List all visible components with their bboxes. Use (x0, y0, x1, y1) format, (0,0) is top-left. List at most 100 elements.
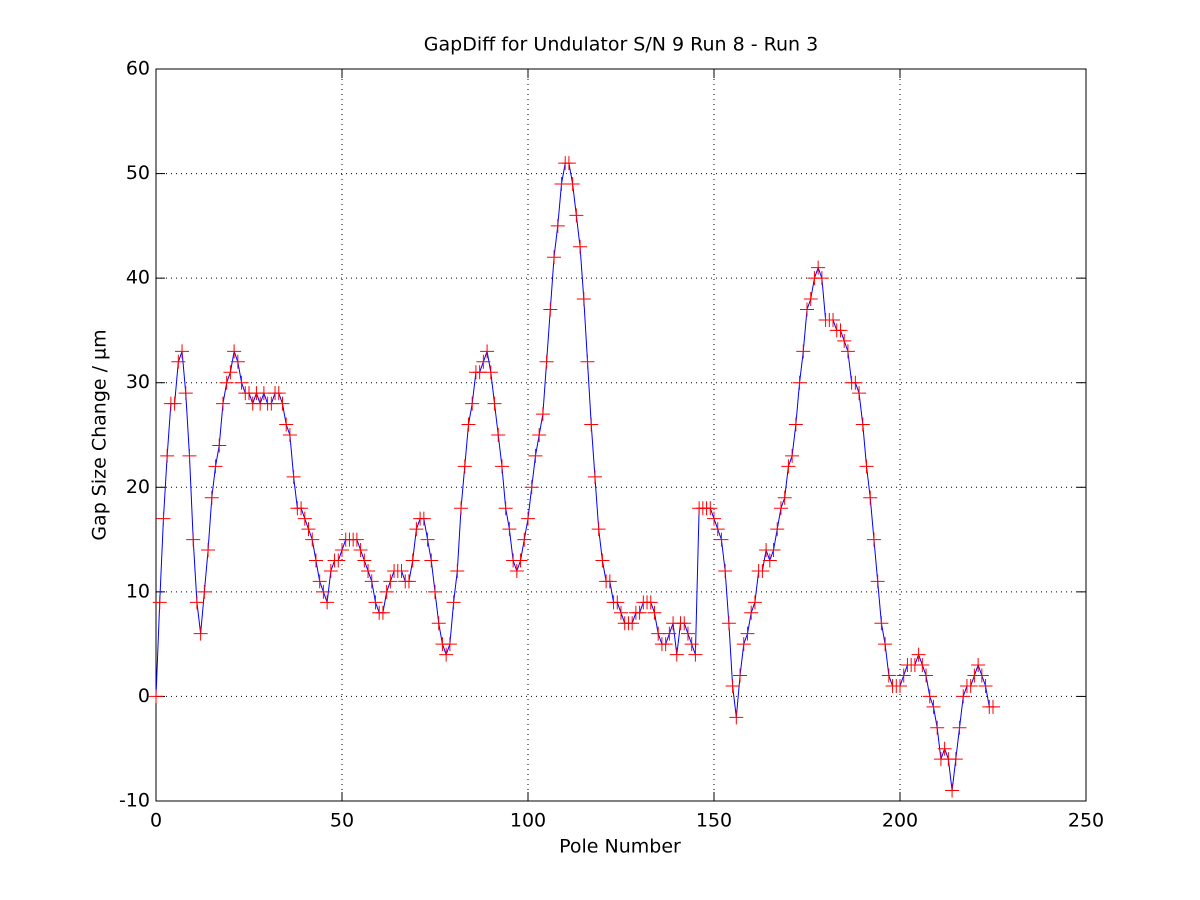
data-marker (543, 302, 558, 317)
data-marker (952, 720, 967, 735)
data-marker (587, 469, 602, 484)
data-marker (383, 574, 398, 589)
data-marker (647, 605, 662, 620)
data-marker (193, 626, 208, 641)
data-marker (625, 616, 640, 631)
data-marker (271, 386, 286, 401)
data-marker (855, 417, 870, 432)
data-marker (863, 490, 878, 505)
data-marker (219, 375, 234, 390)
data-marker (465, 396, 480, 411)
data-marker (595, 553, 610, 568)
data-marker (707, 511, 721, 526)
data-marker (796, 344, 811, 359)
data-marker (573, 239, 588, 254)
data-marker (498, 501, 513, 516)
data-marker (565, 177, 580, 192)
data-marker (688, 647, 703, 662)
data-marker (956, 689, 971, 704)
data-marker (714, 532, 729, 547)
y-tick-label: -10 (119, 790, 150, 812)
data-marker (171, 354, 186, 369)
data-marker (561, 156, 576, 171)
data-marker (948, 752, 963, 767)
data-marker (926, 699, 941, 714)
data-marker (602, 574, 617, 589)
data-marker (149, 689, 163, 704)
plot-frame (155, 68, 1087, 802)
data-marker (740, 626, 755, 641)
data-marker (773, 501, 788, 516)
data-marker (591, 522, 606, 537)
data-marker (323, 563, 338, 578)
data-marker (852, 386, 867, 401)
data-marker (837, 333, 852, 348)
y-tick-label: 40 (126, 267, 150, 289)
data-marker (535, 407, 550, 422)
data-marker (788, 417, 803, 432)
y-tick-label: 60 (126, 58, 150, 80)
data-marker (770, 522, 785, 537)
x-tick-label: 0 (150, 810, 162, 832)
data-marker (294, 501, 309, 516)
data-marker (733, 668, 748, 683)
data-marker (755, 563, 770, 578)
data-marker (792, 375, 807, 390)
data-marker (721, 616, 736, 631)
data-marker (777, 490, 792, 505)
data-marker (766, 543, 781, 558)
data-marker (814, 271, 829, 286)
data-marker (152, 595, 167, 610)
data-marker (320, 595, 335, 610)
data-marker (718, 563, 733, 578)
data-marker (160, 448, 175, 463)
data-marker (729, 710, 744, 725)
data-marker (215, 396, 230, 411)
data-marker (457, 459, 472, 474)
data-marker (301, 522, 316, 537)
data-marker (532, 428, 547, 442)
data-marker (896, 668, 911, 683)
data-marker (945, 783, 960, 798)
y-axis-label: Gap Size Change / µm (89, 329, 111, 540)
x-tick-label: 50 (330, 810, 354, 832)
data-marker (212, 438, 227, 453)
data-marker (353, 543, 368, 558)
data-marker (911, 647, 926, 662)
data-marker (736, 637, 751, 652)
x-tick-label: 100 (510, 810, 546, 832)
data-marker (189, 595, 204, 610)
data-marker (521, 511, 535, 526)
data-marker (703, 501, 718, 516)
data-marker (922, 689, 937, 704)
data-marker (803, 292, 818, 307)
data-marker (454, 501, 469, 516)
data-marker (375, 605, 390, 620)
data-marker (610, 595, 625, 610)
data-marker (833, 323, 848, 338)
data-marker (614, 605, 628, 620)
data-marker (416, 511, 431, 526)
data-marker (442, 637, 457, 652)
y-tick-label: 10 (126, 580, 150, 602)
data-marker (866, 532, 881, 547)
data-marker (178, 386, 193, 401)
data-marker (305, 532, 320, 547)
chart-title: GapDiff for Undulator S/N 9 Run 8 - Run … (424, 34, 818, 56)
data-marker (494, 459, 509, 474)
data-marker (450, 563, 465, 578)
data-marker (680, 626, 695, 641)
y-tick-label: 20 (126, 476, 150, 498)
data-marker (874, 616, 889, 631)
data-marker (963, 678, 978, 693)
data-marker (186, 532, 201, 547)
data-marker (156, 511, 171, 526)
data-marker (725, 678, 740, 693)
data-marker (401, 574, 416, 589)
data-marker (971, 658, 986, 673)
data-marker (431, 616, 446, 631)
data-marker (361, 563, 376, 578)
data-marker (915, 658, 930, 673)
data-marker (744, 605, 759, 620)
data-marker (502, 522, 517, 537)
